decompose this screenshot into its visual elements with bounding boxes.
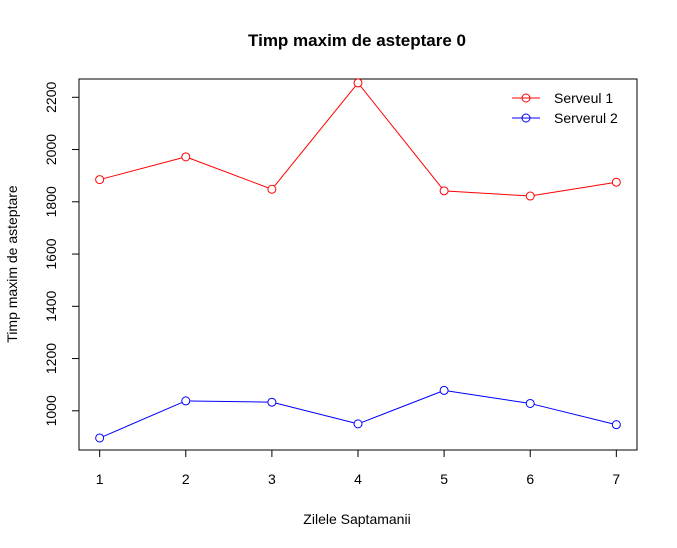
series-2-point <box>95 433 105 443</box>
series-2-point <box>439 385 449 395</box>
series-1-point <box>439 186 449 196</box>
series-2-point <box>267 397 277 407</box>
x-axis: 1 2 3 4 5 6 7 <box>96 449 620 487</box>
series-2-point <box>353 419 363 429</box>
series-2-segment <box>189 400 268 403</box>
series-1-segment <box>274 85 356 187</box>
legend-item-serverul-2: Serverul 2 <box>512 110 618 126</box>
series-1-point <box>611 177 621 187</box>
legend-label-1: Serveul 1 <box>554 90 613 106</box>
legend-swatch-marker-2 <box>521 113 531 123</box>
x-tick-label: 3 <box>268 471 276 487</box>
series-2-point <box>525 398 535 408</box>
series-2-segment <box>361 391 441 423</box>
series-1-point <box>267 184 277 194</box>
series-2-segment <box>447 390 527 404</box>
y-tick-label: 2200 <box>43 82 59 113</box>
series-1-point <box>95 175 105 185</box>
y-tick-label: 2000 <box>43 134 59 165</box>
y-tick-label: 1000 <box>43 395 59 426</box>
x-tick-label: 5 <box>440 471 448 487</box>
legend-label-2: Serverul 2 <box>554 110 618 126</box>
series-2-point <box>611 420 621 430</box>
y-axis-label: Timp maxim de asteptare <box>4 185 20 343</box>
series-1-segment <box>534 182 613 196</box>
series-1-point <box>525 191 535 201</box>
legend-swatch-marker-1 <box>521 93 531 103</box>
legend: Serveul 1 Serverul 2 <box>512 90 618 126</box>
series-1-segment <box>360 85 443 189</box>
x-tick-label: 7 <box>612 471 620 487</box>
x-axis-label: Zilele Saptamanii <box>303 511 410 527</box>
series-1-point <box>181 152 191 162</box>
plot-frame <box>78 78 638 451</box>
series-1-segment <box>448 190 527 197</box>
series-1-segment <box>103 157 183 180</box>
x-tick-label: 4 <box>354 471 362 487</box>
series-2 <box>95 385 621 443</box>
y-tick-label: 1400 <box>43 291 59 322</box>
legend-item-serveul-1: Serveul 1 <box>512 90 613 106</box>
series-layer <box>95 78 621 443</box>
series-1-point <box>353 78 363 88</box>
y-axis: 1000 1200 1400 1600 1800 2000 2200 <box>43 82 80 426</box>
series-2-point <box>181 396 191 406</box>
x-tick-label: 1 <box>96 471 104 487</box>
y-tick-label: 1200 <box>43 343 59 374</box>
series-2-segment <box>533 403 613 425</box>
series-2-segment <box>275 402 355 424</box>
y-tick-label: 1800 <box>43 186 59 217</box>
series-1 <box>95 78 621 201</box>
chart-title: Timp maxim de asteptare 0 <box>248 31 466 50</box>
x-tick-label: 6 <box>526 471 534 487</box>
series-2-segment <box>103 402 183 437</box>
x-tick-label: 2 <box>182 471 190 487</box>
series-1-segment <box>189 157 269 189</box>
y-tick-label: 1600 <box>43 238 59 269</box>
